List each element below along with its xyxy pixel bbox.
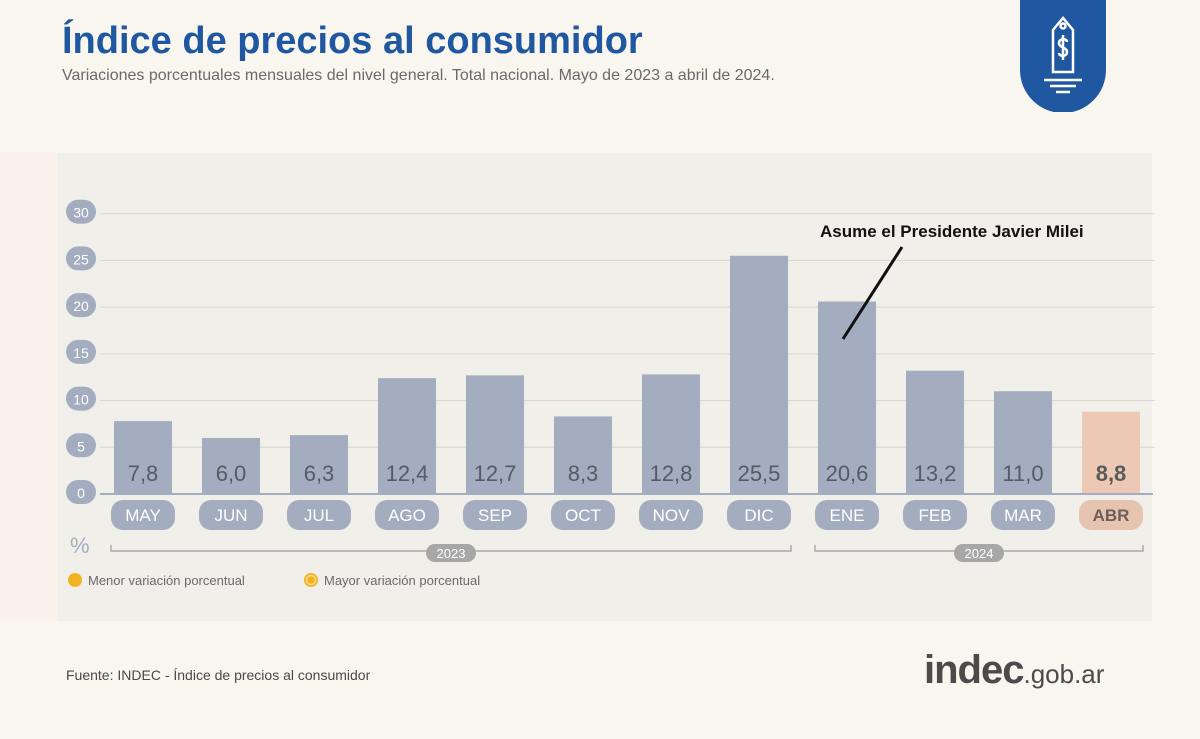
- data-label: 6,0: [216, 461, 247, 486]
- x-tick-label: OCT: [565, 506, 601, 525]
- x-tick-label: ENE: [830, 506, 865, 525]
- bar: [906, 370, 964, 494]
- left-strip: [0, 153, 57, 621]
- x-tick-label: DIC: [744, 506, 773, 525]
- x-tick-pill: [727, 500, 791, 530]
- x-tick-pill: [639, 500, 703, 530]
- bar: [466, 375, 524, 494]
- y-tick-label: 20: [73, 298, 89, 314]
- data-label: 12,4: [386, 461, 429, 486]
- data-label: 12,7: [474, 461, 517, 486]
- y-tick-label: 0: [77, 485, 85, 501]
- x-tick-label: AGO: [388, 506, 426, 525]
- y-tick-pill: [66, 293, 96, 318]
- bar: [994, 391, 1052, 494]
- x-tick-label: ABR: [1093, 506, 1130, 525]
- x-tick-pill: [903, 500, 967, 530]
- page-title: Índice de precios al consumidor: [62, 20, 643, 62]
- y-tick-pill: [66, 480, 96, 504]
- x-tick-label: JUL: [304, 506, 334, 525]
- source-note: Fuente: INDEC - Índice de precios al con…: [66, 667, 371, 683]
- data-label: 13,2: [914, 461, 957, 486]
- data-label: 11,0: [1002, 461, 1043, 486]
- data-label: 7,8: [128, 461, 159, 486]
- legend-swatch: [68, 573, 82, 587]
- bar: [730, 255, 788, 494]
- legend-label: Mayor variación porcentual: [324, 573, 480, 588]
- data-label: 12,8: [650, 461, 693, 486]
- logo-main: indec: [924, 648, 1024, 692]
- legend-label: Menor variación porcentual: [88, 573, 245, 588]
- data-label: 8,8: [1096, 461, 1127, 486]
- bar: [378, 378, 436, 494]
- indec-logo[interactable]: indec.gob.ar: [924, 648, 1104, 693]
- y-tick-label: 25: [73, 251, 89, 267]
- x-tick-label: MAR: [1004, 506, 1042, 525]
- annotation-text: Asume el Presidente Javier Milei: [820, 222, 1084, 241]
- data-label: 20,6: [826, 461, 869, 486]
- x-tick-pill: [199, 500, 263, 530]
- y-tick-pill: [66, 199, 96, 224]
- y-tick-label: 15: [73, 345, 89, 361]
- x-tick-label: MAY: [125, 506, 161, 525]
- x-tick-label: SEP: [478, 506, 512, 525]
- x-tick-pill: [375, 500, 439, 530]
- year-label: 2023: [437, 546, 466, 561]
- x-tick-pill: [551, 500, 615, 530]
- y-tick-pill: [66, 386, 96, 411]
- year-label: 2024: [965, 546, 994, 561]
- x-tick-pill: [991, 500, 1055, 530]
- legend-swatch-ring: [305, 574, 317, 586]
- bar: [114, 421, 172, 494]
- y-tick-label: 10: [73, 392, 89, 408]
- y-tick-pill: [66, 246, 96, 271]
- x-tick-pill: [111, 500, 175, 530]
- x-tick-pill: [463, 500, 527, 530]
- data-label: 6,3: [304, 461, 335, 486]
- y-axis-unit: %: [70, 533, 90, 558]
- y-tick-pill: [66, 433, 96, 458]
- chart-panel: [57, 153, 1152, 621]
- bar: [290, 435, 348, 494]
- x-tick-pill: [815, 500, 879, 530]
- year-pill: [954, 544, 1004, 562]
- logo-domain: .gob.ar: [1023, 659, 1105, 689]
- bar: [202, 437, 260, 494]
- y-tick-label: 5: [77, 438, 85, 454]
- x-tick-label: FEB: [918, 506, 951, 525]
- x-tick-pill: [1079, 500, 1143, 530]
- bar: [1082, 411, 1140, 494]
- price-tag-dollar-icon: [1020, 0, 1106, 112]
- y-tick-pill: [66, 339, 96, 364]
- annotation-line: [841, 246, 904, 340]
- data-label: 8,3: [568, 461, 599, 486]
- x-tick-label: JUN: [214, 506, 247, 525]
- bar: [642, 374, 700, 494]
- bar: [554, 416, 612, 494]
- x-tick-pill: [287, 500, 351, 530]
- page-subtitle: Variaciones porcentuales mensuales del n…: [62, 67, 775, 84]
- x-tick-label: NOV: [653, 506, 691, 525]
- y-tick-label: 30: [73, 205, 89, 221]
- year-pill: [426, 544, 476, 562]
- data-label: 25,5: [738, 461, 781, 486]
